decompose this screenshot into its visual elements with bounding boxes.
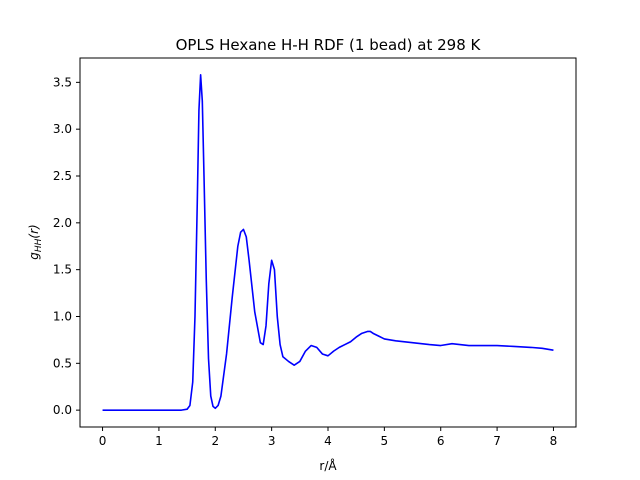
x-tick-label: 2 [211,434,219,448]
y-tick-label: 0.0 [53,403,72,417]
y-tick-label: 2.0 [53,216,72,230]
y-axis-label-base: g [27,252,41,260]
y-tick-label: 3.5 [53,75,72,89]
chart-title: OPLS Hexane H-H RDF (1 bead) at 298 K [176,36,482,54]
y-tick-label: 1.0 [53,309,72,323]
plot-area [102,74,554,411]
y-tick-label: 3.0 [53,122,72,136]
axes: 0 1 2 3 4 5 6 7 8 0.0 0.5 1.0 1.5 2.0 2.5 3.0 3.5 [53,57,577,448]
x-tick-label: 4 [324,434,332,448]
y-tick-label: 2.5 [53,169,72,183]
x-tick-label: 5 [381,434,389,448]
y-axis-label: gHH(r) [27,224,44,259]
x-axis-label: r/Å [319,458,337,473]
y-tick-label: 0.5 [53,356,72,370]
y-tick-label: 1.5 [53,263,72,277]
x-tick-label: 8 [550,434,558,448]
x-tick-label: 7 [493,434,501,448]
rdf-series-line [102,74,554,411]
y-axis-label-subscript: HH [34,238,44,252]
x-tick-label: 6 [437,434,445,448]
x-tick-label: 1 [155,434,163,448]
y-axis-label-argument: (r) [27,224,41,238]
x-tick-label: 3 [268,434,276,448]
x-tick-label: 0 [99,434,107,448]
